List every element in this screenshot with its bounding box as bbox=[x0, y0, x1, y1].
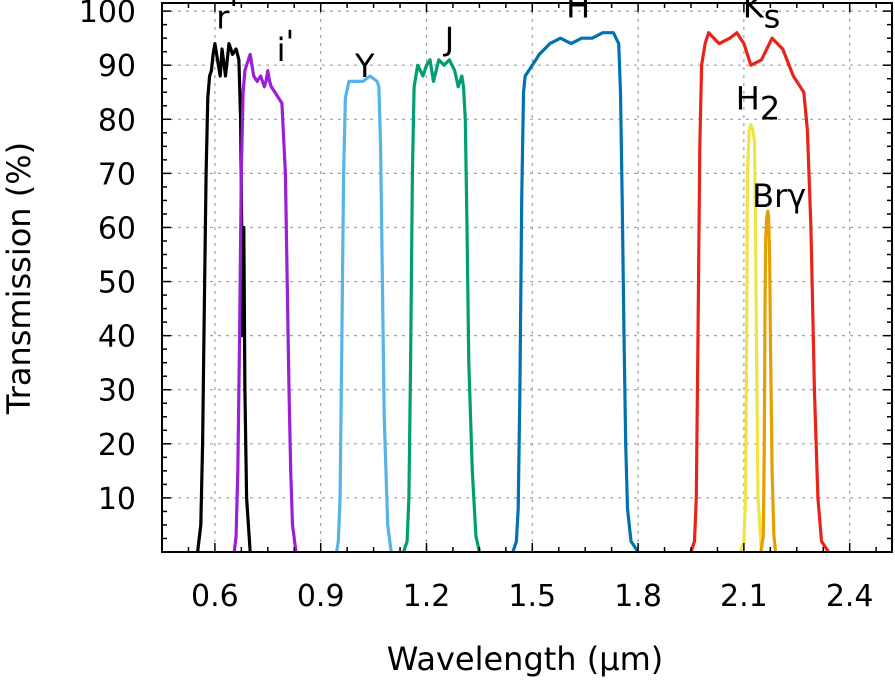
y-tick-label: 50 bbox=[98, 266, 136, 301]
filter-curves bbox=[196, 31, 830, 553]
series-label: r' bbox=[216, 0, 238, 37]
y-tick-label: 60 bbox=[98, 211, 136, 246]
x-tick-label: 1.5 bbox=[508, 579, 556, 614]
x-tick-label: 0.6 bbox=[191, 579, 239, 614]
series-labels: r' i' Y J H Ks H2 Brγ bbox=[216, 0, 806, 215]
series-line-i bbox=[232, 52, 298, 553]
series-line-r bbox=[196, 41, 252, 553]
x-tick-label: 2.4 bbox=[826, 579, 874, 614]
x-tick-label: 1.8 bbox=[614, 579, 662, 614]
x-tick-labels: 0.6 0.9 1.2 1.5 1.8 2.1 2.4 bbox=[191, 579, 874, 614]
series-line-h2 bbox=[738, 123, 764, 553]
y-tick-label: 40 bbox=[98, 320, 136, 355]
y-tick-label: 10 bbox=[98, 482, 136, 517]
y-tick-labels: 10 20 30 40 50 60 70 80 90 100 bbox=[79, 0, 136, 517]
series-line-ks bbox=[689, 31, 830, 553]
series-label: i' bbox=[277, 23, 295, 69]
y-tick-label: 70 bbox=[98, 157, 136, 192]
x-tick-label: 2.1 bbox=[720, 579, 768, 614]
series-label: Brγ bbox=[752, 177, 806, 215]
y-tick-label: 30 bbox=[98, 374, 136, 409]
plot-frame bbox=[161, 2, 893, 553]
series-line-br bbox=[759, 209, 778, 553]
y-tick-label: 90 bbox=[98, 49, 136, 84]
x-tick-label: 0.9 bbox=[297, 579, 345, 614]
y-axis-title: Transmission (%) bbox=[0, 142, 38, 415]
series-label: J bbox=[443, 20, 454, 58]
series-line-h bbox=[511, 31, 640, 553]
series-label: H bbox=[566, 0, 590, 26]
series-label: Ks bbox=[743, 0, 781, 36]
y-tick-label: 100 bbox=[79, 0, 136, 30]
series-line-j bbox=[402, 58, 481, 553]
y-tick-label: 80 bbox=[98, 103, 136, 138]
y-tick-label: 20 bbox=[98, 428, 136, 463]
series-line-y bbox=[335, 74, 393, 553]
x-axis-title: Wavelength (μm) bbox=[387, 640, 664, 678]
x-tick-label: 1.2 bbox=[403, 579, 451, 614]
series-label: Y bbox=[354, 47, 375, 85]
series-label: H2 bbox=[736, 80, 780, 128]
axis-ticks bbox=[162, 3, 892, 552]
